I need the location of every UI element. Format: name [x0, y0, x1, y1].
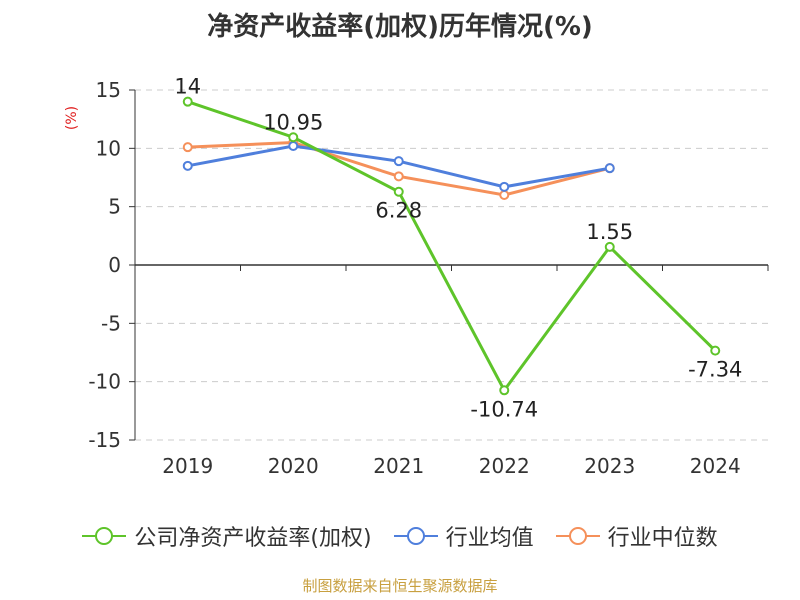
series-point-1 — [393, 156, 404, 167]
y-tick-label: -15 — [88, 428, 121, 452]
legend-label-industry-average: 行业均值 — [445, 526, 534, 551]
series-point-0 — [288, 132, 299, 143]
legend-label-industry-median: 行业中位数 — [607, 526, 718, 551]
series-point-0 — [710, 345, 721, 356]
legend-label-company: 公司净资产收益率(加权) — [134, 526, 372, 551]
x-tick-label: 2020 — [268, 454, 319, 478]
series-point-0 — [393, 186, 404, 197]
data-label: 14 — [174, 75, 201, 99]
data-label: -7.34 — [688, 358, 742, 382]
data-label: 1.55 — [586, 220, 633, 244]
legend-marker-industry-average — [393, 527, 438, 545]
series-line-0 — [187, 100, 717, 394]
legend-item-industry-average[interactable]: 行业均值 — [393, 520, 534, 552]
legend: 公司净资产收益率(加权) 行业均值 行业中位数 — [0, 520, 800, 552]
axes: 15 10 5 0 -5 -10 -15 2019 2020 2021 2022 2023 2024 — [88, 78, 769, 478]
series-point-2 — [393, 171, 404, 182]
data-label: -10.74 — [470, 397, 538, 421]
y-tick-label: 10 — [96, 136, 121, 160]
series-point-2 — [182, 142, 193, 153]
x-tick-label: 2021 — [373, 454, 424, 478]
y-tick-label: -10 — [88, 370, 121, 394]
y-tick-label: 15 — [96, 78, 121, 102]
series-point-1 — [182, 160, 193, 171]
y-tick-label: 0 — [108, 253, 121, 277]
legend-marker-company — [82, 527, 127, 545]
series-point-0 — [499, 385, 510, 396]
series-point-1 — [288, 141, 299, 151]
chart-title: 净资产收益率(加权)历年情况(%) — [207, 12, 593, 42]
legend-item-industry-median[interactable]: 行业中位数 — [555, 520, 718, 552]
x-tick-label: 2022 — [479, 454, 530, 478]
series-point-1 — [499, 181, 510, 192]
data-labels: 14 10.95 6.28 -10.74 1.55 -7.34 — [174, 75, 742, 422]
series-layer — [182, 96, 721, 396]
y-tick-label: 5 — [108, 195, 121, 219]
x-tick-label: 2024 — [690, 454, 741, 478]
data-label: 10.95 — [263, 110, 323, 134]
series-point-0 — [182, 96, 193, 107]
series-point-0 — [604, 241, 615, 252]
x-tick-label: 2019 — [162, 454, 213, 478]
x-tick-label: 2023 — [584, 454, 635, 478]
series-point-2 — [499, 190, 510, 200]
legend-item-company[interactable]: 公司净资产收益率(加权) — [82, 520, 372, 552]
data-source-note: 制图数据来自恒生聚源数据库 — [302, 577, 498, 595]
y-tick-label: -5 — [101, 311, 121, 335]
legend-marker-industry-median — [555, 527, 600, 545]
series-point-1 — [604, 163, 615, 174]
data-label: 6.28 — [375, 199, 422, 223]
